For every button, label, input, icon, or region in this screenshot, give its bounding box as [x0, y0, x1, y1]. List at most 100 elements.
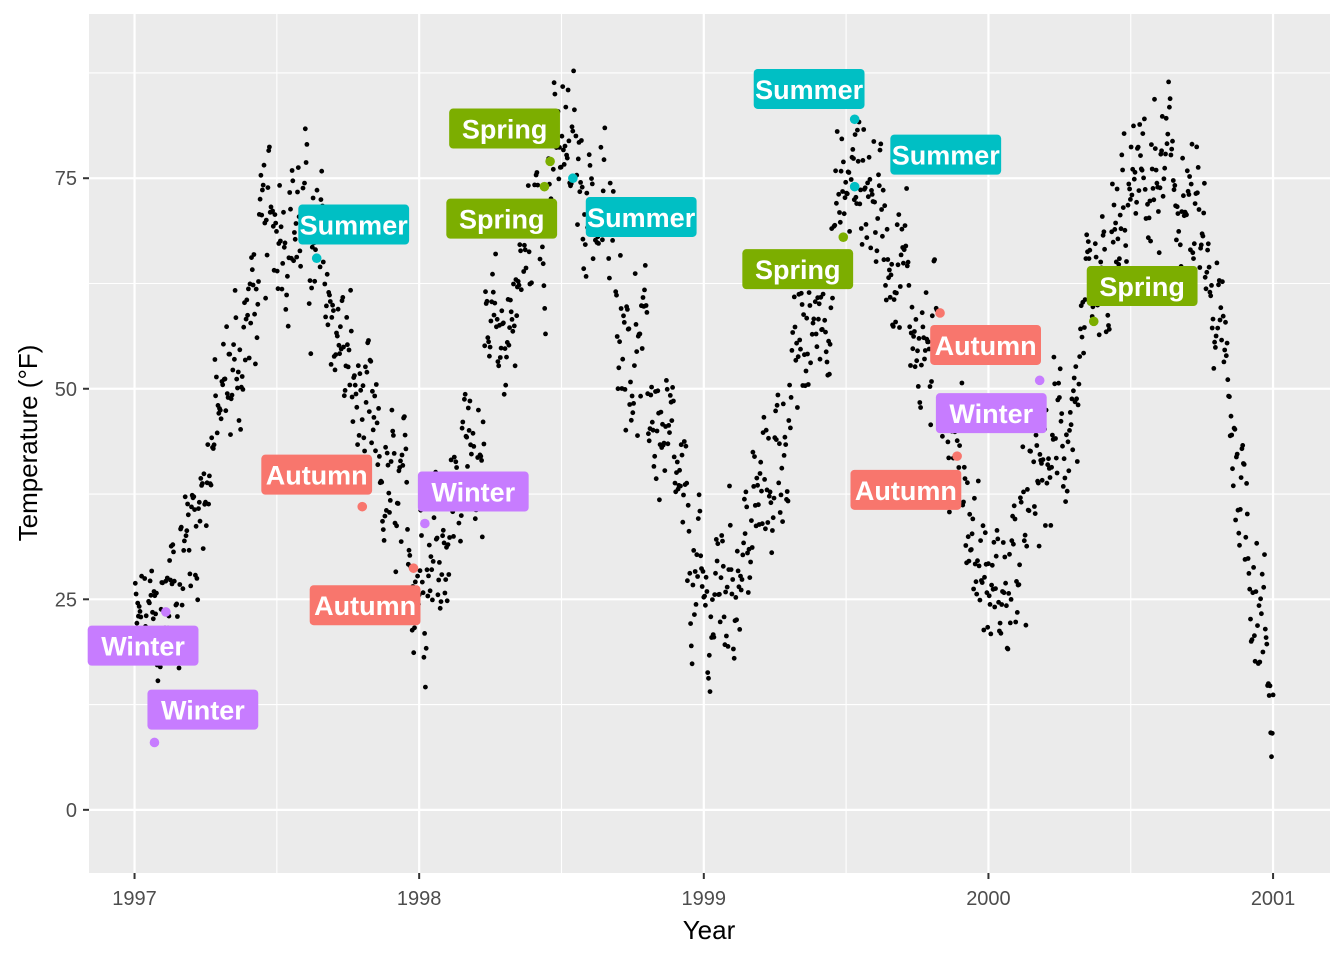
temperature-point [1068, 422, 1074, 428]
temperature-point [827, 341, 833, 347]
temperature-point [865, 194, 871, 200]
temperature-point [1064, 432, 1069, 438]
temperature-point [1262, 552, 1267, 557]
temperature-point [1241, 462, 1247, 467]
temperature-point [352, 382, 358, 388]
temperature-point [1234, 451, 1240, 457]
temperature-point [1086, 256, 1092, 261]
temperature-point [483, 289, 488, 295]
temperature-point [651, 464, 657, 469]
temperature-point [193, 523, 199, 529]
temperature-point [346, 347, 352, 353]
temperature-point [233, 315, 239, 321]
temperature-point [218, 416, 224, 422]
temperature-point [1142, 187, 1148, 192]
temperature-point [888, 272, 894, 278]
temperature-point [1229, 432, 1235, 438]
temperature-point [923, 290, 929, 295]
temperature-point [308, 351, 314, 357]
temperature-point [1114, 186, 1120, 192]
temperature-point [384, 450, 390, 456]
temperature-point [421, 654, 427, 660]
temperature-point [706, 652, 712, 658]
temperature-point [170, 542, 176, 548]
temperature-point [1205, 247, 1210, 253]
temperature-point [175, 614, 180, 619]
temperature-point [147, 600, 152, 606]
temperature-point [577, 189, 583, 195]
temperature-point [841, 159, 846, 165]
temperature-point [706, 675, 711, 681]
temperature-point [929, 313, 935, 319]
temperature-point [841, 211, 847, 217]
temperature-point [1001, 590, 1007, 596]
temperature-point [371, 415, 377, 420]
temperature-point [224, 324, 230, 330]
temperature-point [778, 492, 784, 498]
temperature-point [1154, 180, 1160, 186]
temperature-point [561, 162, 567, 167]
temperature-point [850, 147, 856, 152]
temperature-point [1033, 432, 1039, 438]
temperature-point [235, 369, 241, 375]
temperature-point [1149, 166, 1155, 172]
temperature-point [391, 433, 396, 438]
temperature-point [809, 331, 815, 337]
temperature-point [878, 141, 884, 147]
temperature-point [991, 539, 997, 545]
temperature-point [522, 247, 528, 253]
temperature-point [761, 414, 767, 420]
temperature-point [1128, 144, 1134, 150]
temperature-point [1065, 439, 1071, 445]
temperature-point [514, 313, 520, 319]
temperature-point [407, 553, 413, 558]
temperature-point [986, 561, 991, 567]
temperature-point [404, 479, 410, 485]
temperature-point [774, 402, 780, 408]
temperature-point [730, 577, 736, 582]
temperature-point [295, 189, 300, 195]
temperature-point [795, 405, 800, 410]
temperature-point [491, 312, 497, 318]
temperature-point [1223, 353, 1229, 359]
temperature-point [987, 602, 993, 607]
temperature-point [1082, 325, 1087, 330]
temperature-point [569, 124, 575, 130]
temperature-point [260, 182, 266, 188]
temperature-point [345, 364, 351, 370]
temperature-point [910, 346, 916, 352]
temperature-point [664, 386, 670, 392]
temperature-point [1060, 443, 1065, 449]
temperature-point [837, 210, 842, 215]
temperature-point [708, 614, 714, 620]
season-label-spring: Spring [742, 249, 854, 290]
temperature-point [1111, 202, 1117, 208]
temperature-point [405, 527, 410, 532]
temperature-point [1243, 534, 1249, 540]
season-label-box [935, 393, 1047, 434]
season-label-box [417, 471, 529, 512]
temperature-point [400, 463, 406, 468]
temperature-point [188, 583, 194, 589]
temperature-point [338, 324, 343, 330]
temperature-point [681, 439, 687, 444]
season-label-winter: Winter [935, 393, 1047, 434]
temperature-point [750, 449, 756, 455]
temperature-point [618, 253, 623, 258]
temperature-point [1194, 144, 1200, 150]
temperature-point [1121, 131, 1127, 137]
temperature-point [1113, 220, 1118, 226]
temperature-point [982, 574, 987, 580]
temperature-point [377, 454, 382, 459]
temperature-point [487, 353, 492, 359]
temperature-point [484, 298, 490, 304]
temperature-point [932, 257, 937, 262]
temperature-point [323, 314, 328, 320]
temperature-point [1147, 198, 1153, 204]
temperature-point [440, 533, 445, 539]
x-tick-label: 2000 [966, 888, 1011, 910]
temperature-point [255, 301, 261, 307]
temperature-point [632, 363, 637, 368]
temperature-point [894, 290, 899, 296]
temperature-point [1163, 151, 1168, 157]
